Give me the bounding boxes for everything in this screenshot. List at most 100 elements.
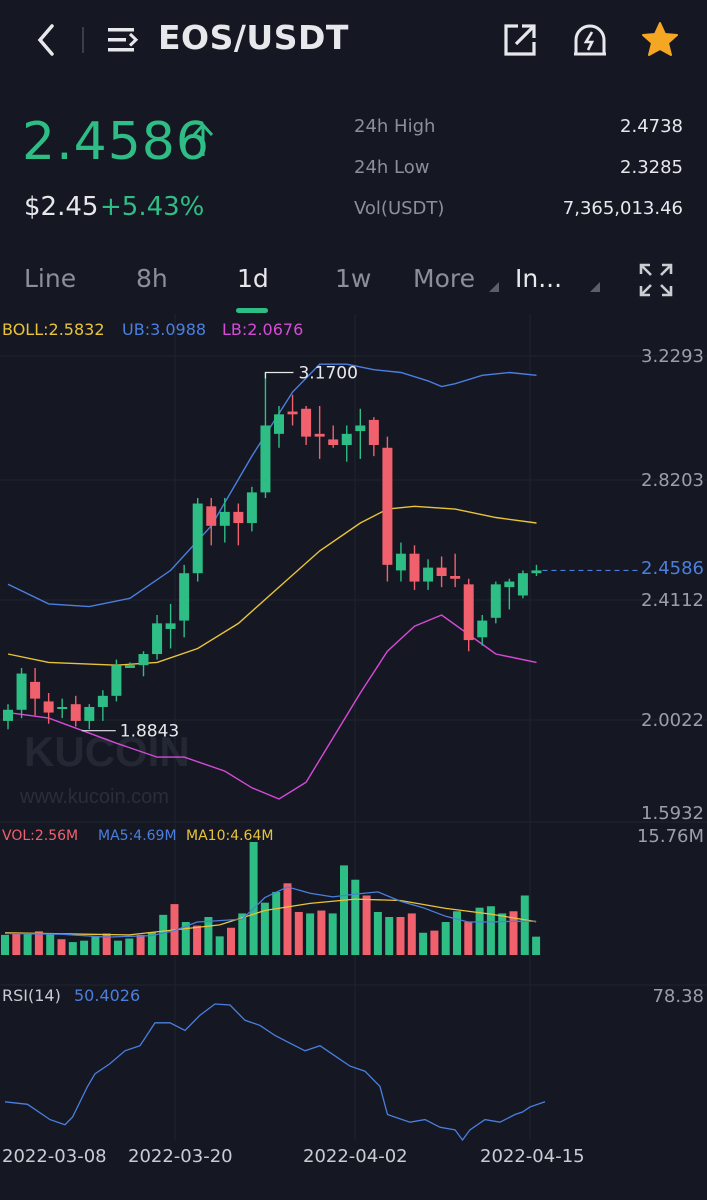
tab-more[interactable]: More: [413, 264, 475, 293]
low-marker-label: 1.8843: [120, 722, 179, 742]
volume-bar: [57, 939, 66, 955]
volume-bar: [317, 910, 326, 955]
volume-bar: [407, 913, 416, 955]
boll-lower-line: [7, 614, 537, 800]
volume-bar: [373, 911, 382, 955]
price-axis-label: 1.5932: [641, 803, 704, 824]
last-price: 2.4586: [22, 112, 210, 172]
low-value: 2.3285: [620, 157, 683, 178]
volume-bar: [430, 930, 439, 955]
candle: [274, 414, 284, 434]
volume-bar: [193, 925, 202, 955]
volume-bar: [306, 913, 315, 955]
candle: [463, 584, 474, 641]
share-icon[interactable]: [500, 20, 540, 60]
volume-bar: [351, 879, 360, 955]
top-bar: EOS/USDT: [0, 0, 707, 80]
candle: [301, 408, 312, 437]
volume-bar: [453, 911, 461, 955]
date-label: 2022-03-20: [128, 1146, 233, 1167]
fullscreen-icon[interactable]: [638, 262, 674, 298]
volume-bar: [419, 932, 428, 955]
tab-1d[interactable]: 1d: [237, 264, 269, 293]
candle: [219, 511, 230, 526]
candle: [165, 623, 176, 629]
candle: [395, 553, 406, 571]
candle: [233, 511, 244, 524]
usd-price: $2.45: [24, 192, 99, 222]
volume-bar: [272, 891, 281, 955]
volume-bar: [102, 933, 111, 955]
volume-bar: [227, 927, 235, 955]
interval-tabs: Line 8h 1d 1w More In...: [0, 252, 707, 314]
more-caret-icon: [484, 282, 499, 292]
alert-icon[interactable]: [570, 20, 610, 60]
volume-bar: [46, 934, 55, 955]
tab-1w[interactable]: 1w: [335, 264, 372, 293]
watermark-logo: KUCOIN: [24, 728, 190, 775]
volume-bar: [532, 936, 541, 955]
volume-ma5-value: MA5:4.69M: [98, 828, 177, 844]
price-axis-label: 2.8203: [641, 470, 704, 491]
candle: [477, 620, 488, 638]
candle: [260, 425, 271, 493]
high-value: 2.4738: [620, 116, 683, 137]
candle: [84, 706, 95, 721]
tab-8h[interactable]: 8h: [136, 264, 168, 293]
divider: [82, 27, 84, 53]
tab-line[interactable]: Line: [24, 264, 77, 293]
candle: [341, 433, 352, 445]
rsi-axis-max: 78.38: [652, 986, 704, 1007]
volume-bar: [91, 936, 100, 955]
volume-bar: [12, 932, 21, 955]
price-axis-label: 2.4112: [641, 590, 704, 611]
volume-bar: [34, 931, 43, 955]
volume-bar: [80, 940, 89, 955]
volume-bar: [328, 913, 337, 955]
volume-bar: [498, 913, 507, 955]
candle: [287, 411, 298, 415]
volume-bar: [441, 922, 450, 955]
candle: [124, 665, 135, 668]
volume-bar: [238, 913, 247, 955]
chart-area[interactable]: [0, 314, 707, 1200]
pair-title[interactable]: EOS/USDT: [158, 18, 349, 57]
tab-indicators[interactable]: In...: [515, 264, 563, 293]
volume-value: VOL:2.56M: [2, 828, 79, 844]
volume-bar: [385, 916, 394, 955]
boll-value: BOLL:2.5832: [2, 320, 105, 339]
volume-ma10-line: [4, 898, 537, 936]
candle: [531, 570, 542, 574]
candle: [30, 681, 41, 699]
price-change: +5.43%: [100, 192, 205, 222]
volume-bar: [1, 934, 9, 955]
volume-bar: [362, 895, 371, 955]
back-icon[interactable]: [30, 20, 64, 60]
volume-ma5-line: [4, 886, 537, 938]
volume-bar: [125, 938, 134, 955]
volume-bar: [509, 911, 518, 955]
candle: [206, 506, 217, 526]
candle: [409, 553, 420, 582]
candle: [152, 623, 163, 655]
volume-label: Vol(USDT): [354, 198, 445, 219]
volume-bar: [114, 940, 122, 955]
star-icon[interactable]: [640, 20, 680, 60]
volume-bar: [147, 932, 156, 955]
volume-bar: [475, 907, 484, 955]
volume-bar: [204, 916, 213, 955]
boll-mid-line: [7, 505, 537, 666]
price-axis-label: 2.0022: [641, 710, 704, 731]
price-axis-label: 3.2293: [641, 346, 704, 367]
boll-upper-line: [7, 363, 537, 608]
rsi-value: 50.4026: [74, 986, 141, 1005]
volume-bar: [464, 922, 473, 955]
menu-icon[interactable]: [106, 24, 140, 56]
candle: [3, 709, 13, 721]
rsi-line: [4, 1003, 546, 1142]
candle: [355, 425, 366, 432]
candle: [70, 704, 81, 721]
date-label: 2022-04-02: [303, 1146, 408, 1167]
high-marker-label: 3.1700: [298, 364, 357, 384]
